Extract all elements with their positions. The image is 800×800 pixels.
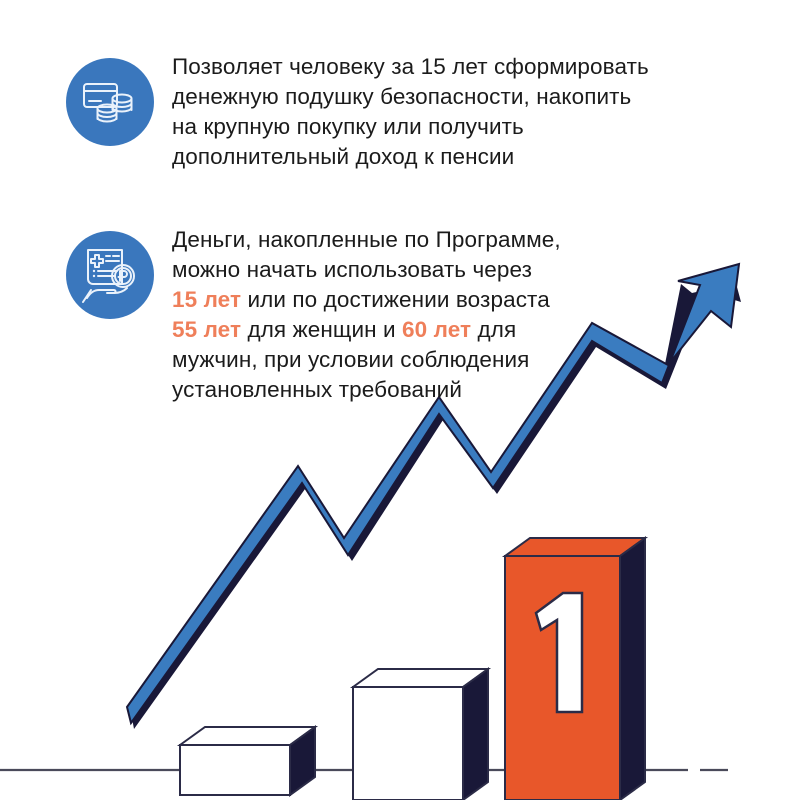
payout-line-6: установленных требований xyxy=(172,377,463,402)
payout-line-4-mid: для женщин и xyxy=(241,317,403,342)
payout-line-2: можно начать использовать через xyxy=(172,257,533,282)
payout-line-3: 15 лет или по достижении возраста xyxy=(172,285,561,315)
document-ruble-hand-glyph xyxy=(82,249,135,303)
card-and-coins-icon xyxy=(66,58,154,146)
highlight-60-years: 60 лет xyxy=(402,317,472,342)
info-block-savings-text: Позволяет человеку за 15 лет сформироват… xyxy=(172,52,649,172)
highlight-55-years: 55 лет xyxy=(172,317,242,342)
bar-3-highlighted xyxy=(501,536,649,800)
card-and-coins-glyph xyxy=(83,83,133,123)
payout-line-4-rest: для xyxy=(471,317,517,342)
bar-3-number-label xyxy=(534,591,584,714)
savings-line-2: денежную подушку безопасности, накопить xyxy=(172,84,632,109)
rising-trend-arrow xyxy=(125,262,741,729)
savings-line-4: дополнительный доход к пенсии xyxy=(172,144,515,169)
info-block-payout-terms-text: Деньги, накопленные по Программе, можно … xyxy=(172,225,561,405)
document-ruble-hand-icon xyxy=(66,231,154,319)
payout-line-3-rest: или по достижении возраста xyxy=(241,287,550,312)
info-block-payout-terms: Деньги, накопленные по Программе, можно … xyxy=(66,225,561,405)
info-block-savings: Позволяет человеку за 15 лет сформироват… xyxy=(66,52,649,172)
highlight-15-years: 15 лет xyxy=(172,287,242,312)
bar-1-small xyxy=(176,725,319,797)
savings-line-1: Позволяет человеку за 15 лет сформироват… xyxy=(172,54,649,79)
payout-line-5: мужчин, при условии соблюдения xyxy=(172,347,530,372)
savings-line-3: на крупную покупку или получить xyxy=(172,114,524,139)
payout-line-1: Деньги, накопленные по Программе, xyxy=(172,227,561,252)
payout-line-4: 55 лет для женщин и 60 лет для xyxy=(172,315,561,345)
bar-2-medium xyxy=(349,667,492,800)
